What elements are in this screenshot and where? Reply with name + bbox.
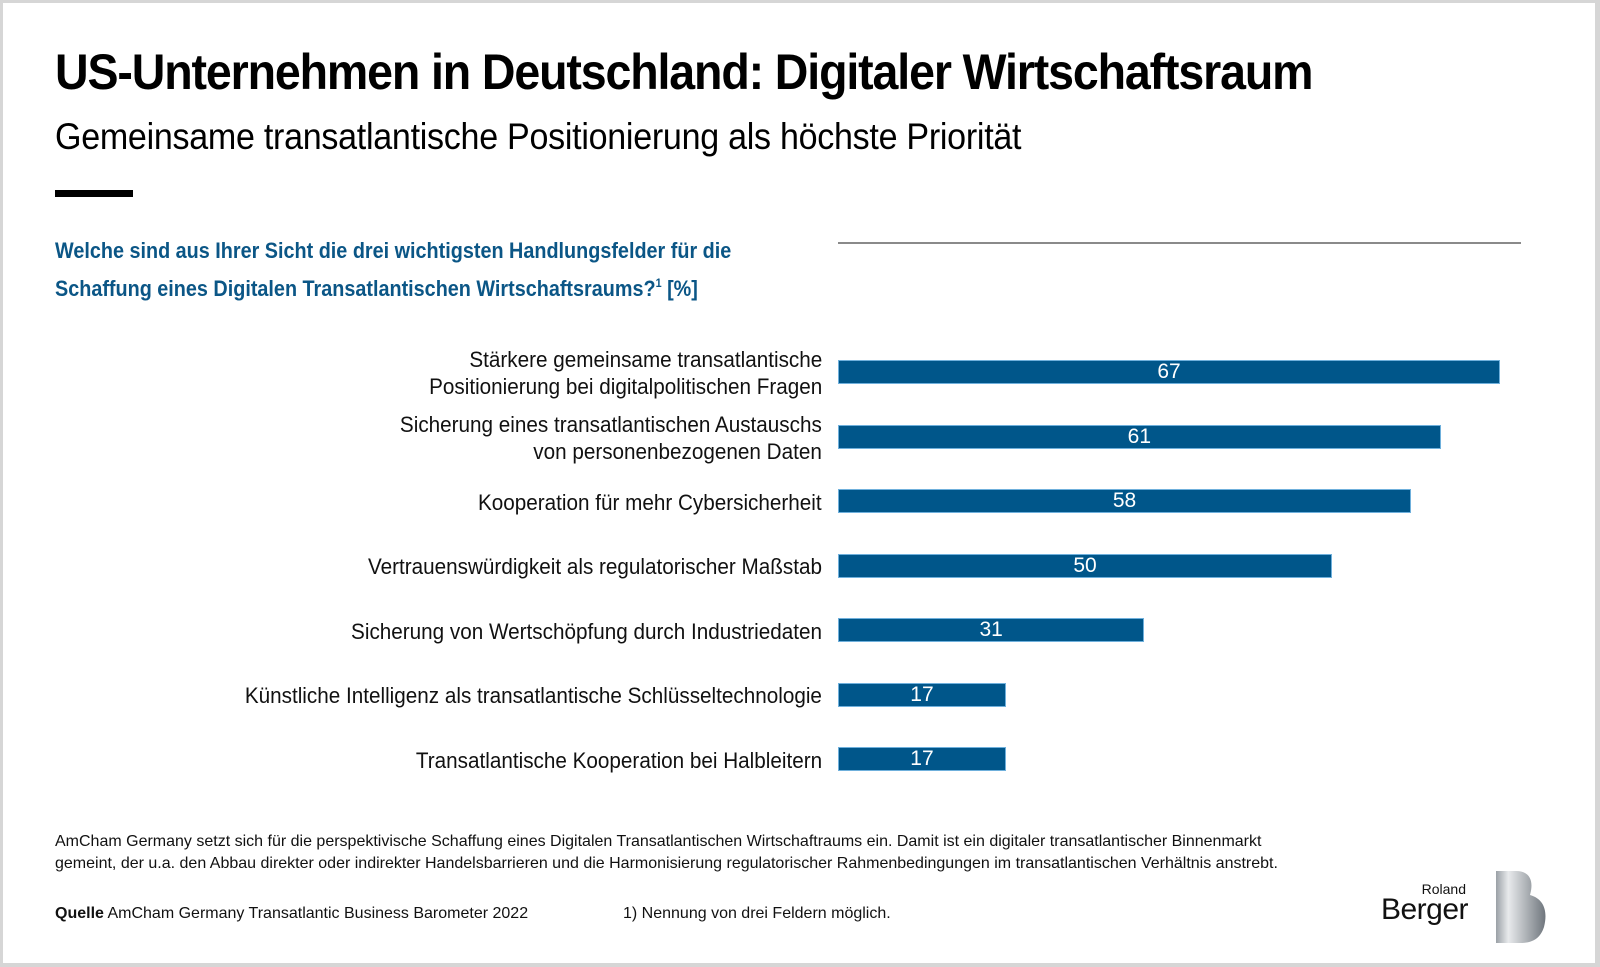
chart-question: Welche sind aus Ihrer Sicht die drei wic… xyxy=(55,235,775,305)
category-label: Vertrauenswürdigkeit als regulatorischer… xyxy=(368,553,822,580)
explanatory-note: AmCham Germany setzt sich für die perspe… xyxy=(55,831,1395,875)
bar-value-label: 61 xyxy=(1127,424,1152,448)
bar: 61 xyxy=(838,424,1441,449)
category-label-line: Positionierung bei digitalpolitischen Fr… xyxy=(428,374,822,399)
question-line-2: Schaffung eines Digitalen Transatlantisc… xyxy=(55,276,656,301)
page-title: US-Unternehmen in Deutschland: Digitaler… xyxy=(55,44,1313,100)
bar-value-label: 17 xyxy=(910,682,934,706)
note-line-2: gemeint, der u.a. den Abbau direkter ode… xyxy=(55,855,1278,872)
bar-value-label: 50 xyxy=(1073,553,1097,577)
question-footnote-marker: 1 xyxy=(655,276,662,290)
bar-value-label: 31 xyxy=(979,618,1003,641)
category-label-line: von personenbezogenen Daten xyxy=(533,438,822,464)
footnote: 1) Nennung von drei Feldern möglich. xyxy=(623,905,891,922)
note-line-1: AmCham Germany setzt sich für die perspe… xyxy=(55,833,1262,850)
bar: 17 xyxy=(838,747,1006,771)
bar: 31 xyxy=(838,618,1145,642)
source-line: Quelle AmCham Germany Transatlantic Busi… xyxy=(55,905,528,923)
bar: 58 xyxy=(838,489,1412,513)
bar: 17 xyxy=(838,682,1006,707)
bar-value-label: 67 xyxy=(1157,360,1181,383)
category-label-line: Sicherung von Wertschöpfung durch Indust… xyxy=(351,618,822,644)
logo-text-berger: Berger xyxy=(1380,893,1469,926)
bar: 67 xyxy=(838,360,1500,384)
infographic-card: US-Unternehmen in Deutschland: Digitaler… xyxy=(3,3,1595,963)
question-unit: [%] xyxy=(661,276,698,301)
category-label-line: Kooperation für mehr Cybersicherheit xyxy=(478,489,822,515)
question-line-1: Welche sind aus Ihrer Sicht die drei wic… xyxy=(55,238,732,263)
page-subtitle: Gemeinsame transatlantische Positionieru… xyxy=(55,116,1022,157)
chart-top-rule xyxy=(838,242,1521,244)
bar: 50 xyxy=(838,553,1333,578)
category-label-line: Stärkere gemeinsame transatlantische xyxy=(469,347,822,372)
category-label-line: Vertrauenswürdigkeit als regulatorischer… xyxy=(367,554,822,579)
roland-berger-logo: Roland Berger xyxy=(1381,869,1548,945)
category-label-line: Künstliche Intelligenz als transatlantis… xyxy=(244,683,822,708)
category-label: Sicherung eines transatlantischen Austau… xyxy=(400,411,822,465)
title-accent-rule xyxy=(55,190,133,197)
category-label: Stärkere gemeinsame transatlantische Posi… xyxy=(429,346,822,400)
bar-value-label: 17 xyxy=(910,747,934,770)
source-text: AmCham Germany Transatlantic Business Ba… xyxy=(103,905,529,922)
category-label: Sicherung von Wertschöpfung durch Indust… xyxy=(351,618,822,645)
category-label: Kooperation für mehr Cybersicherheit xyxy=(478,489,822,516)
category-label-line: Transatlantische Kooperation bei Halblei… xyxy=(415,747,822,773)
roland-berger-b-icon xyxy=(1496,871,1546,943)
category-label-line: Sicherung eines transatlantischen Austau… xyxy=(400,411,822,437)
source-label: Quelle xyxy=(55,905,104,922)
bar-chart: Stärkere gemeinsame transatlantische Posi… xyxy=(3,3,1595,963)
logo-text-roland: Roland xyxy=(1421,881,1466,897)
category-label: Künstliche Intelligenz als transatlantis… xyxy=(245,682,822,709)
category-label: Transatlantische Kooperation bei Halblei… xyxy=(416,747,822,774)
bar-value-label: 58 xyxy=(1112,489,1137,512)
